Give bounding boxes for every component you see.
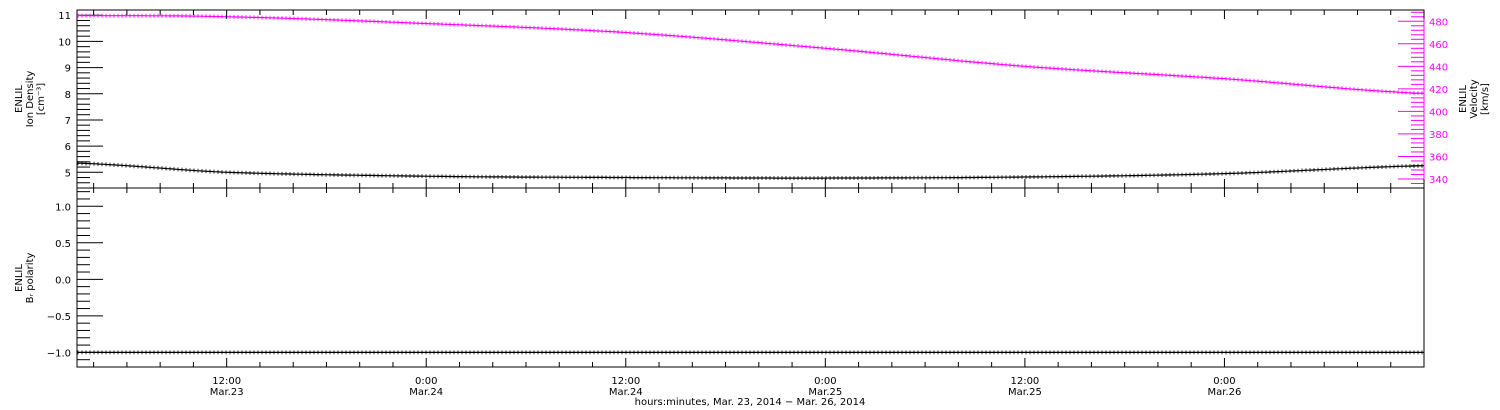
axis-label-line: ENLIL [14, 264, 25, 292]
polarity-tick-label: −0.5 [47, 312, 71, 323]
date-tick-label: Mar.23 [210, 387, 244, 398]
density-axis: 5 6 7 8 9 10 11 [58, 9, 103, 189]
top-panel: 5 6 7 8 9 10 11 340 360 380 400 420 440 460 480 ENLIL… [14, 9, 1491, 189]
axis-label-line: [km/s] [1480, 83, 1491, 115]
density-axis-label: ENLILIon Density[cm⁻³] [14, 71, 47, 128]
velocity-tick-label: 460 [1429, 40, 1448, 51]
bottom-panel-frame [76, 187, 1425, 368]
bottom-series [77, 350, 1424, 355]
density-tick-label: 10 [58, 37, 71, 48]
axis-label-line: Ion Density [25, 71, 36, 128]
time-axis: 12:00Mar.230:00Mar.2412:00Mar.240:00Mar.… [93, 10, 1425, 398]
time-tick-label: 0:00 [1213, 376, 1235, 387]
time-axis-label: hours:minutes, Mar. 23, 2014 − Mar. 26, … [635, 397, 866, 408]
polarity-tick-label: 1.0 [55, 202, 71, 213]
br-polarity-markers [77, 350, 1423, 355]
velocity-line [77, 15, 1425, 94]
density-tick-label: 5 [65, 168, 71, 179]
velocity-axis-label: ENLILVelocity[km/s] [1458, 79, 1491, 118]
density-tick-label: 11 [58, 11, 71, 22]
velocity-tick-label: 420 [1429, 85, 1448, 96]
time-tick-label: 0:00 [415, 376, 437, 387]
velocity-tick-label: 380 [1429, 130, 1448, 141]
velocity-tick-label: 440 [1429, 62, 1448, 73]
time-tick-label: 0:00 [814, 376, 836, 387]
date-tick-label: Mar.26 [1208, 387, 1242, 398]
date-tick-label: Mar.25 [1008, 387, 1042, 398]
time-tick-label: 12:00 [1010, 376, 1039, 387]
axis-label-line: [cm⁻³] [36, 83, 47, 115]
date-tick-label: Mar.24 [609, 387, 643, 398]
density-tick-label: 9 [65, 64, 71, 75]
axis-label-line: ENLIL [14, 85, 25, 113]
polarity-tick-label: −1.0 [47, 348, 71, 359]
velocity-tick-label: 400 [1429, 107, 1448, 118]
polarity-tick-label: 0.5 [55, 239, 71, 250]
velocity-markers [77, 13, 1423, 96]
velocity-tick-label: 360 [1429, 152, 1448, 163]
bottom-panel: −1.0 −0.5 0.0 0.5 1.0 ENLILBᵣ polarity [14, 187, 1425, 368]
polarity-axis: −1.0 −0.5 0.0 0.5 1.0 [47, 191, 103, 361]
date-tick-label: Mar.24 [409, 387, 443, 398]
top-series [76, 13, 1425, 181]
velocity-tick-label: 480 [1429, 17, 1448, 28]
density-tick-label: 6 [65, 142, 71, 153]
top-panel-frame [76, 9, 1425, 189]
date-tick-label: Mar.25 [808, 387, 842, 398]
velocity-tick-label: 340 [1429, 175, 1448, 186]
axis-label-line: Velocity [1469, 79, 1480, 118]
ion-density-markers [77, 161, 1423, 181]
polarity-axis-label: ENLILBᵣ polarity [14, 253, 36, 304]
polarity-tick-label: 0.0 [55, 275, 71, 286]
ion-density-line [76, 162, 1424, 179]
axis-label-line: Bᵣ polarity [25, 253, 36, 304]
time-tick-label: 12:00 [611, 376, 640, 387]
time-tick-label: 12:00 [212, 376, 241, 387]
axis-label-line: ENLIL [1458, 85, 1469, 113]
velocity-axis: 340 360 380 400 420 440 460 480 [1398, 10, 1448, 189]
density-tick-label: 7 [65, 116, 71, 127]
density-tick-label: 8 [65, 90, 71, 101]
